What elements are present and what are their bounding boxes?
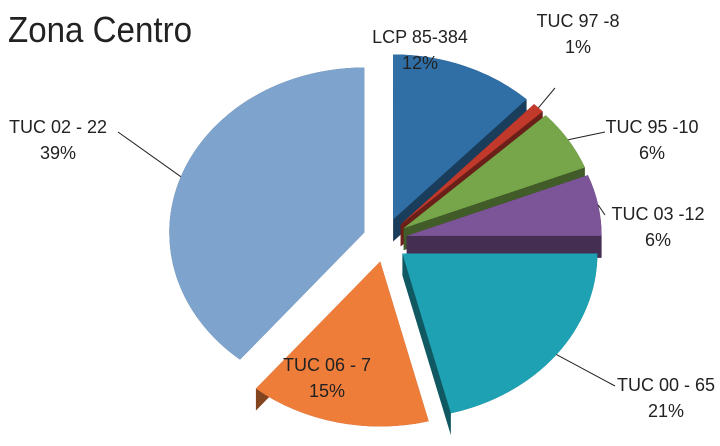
slice-label: TUC 97 -8 <box>536 11 619 31</box>
leader-line <box>597 204 606 216</box>
slice-label: TUC 06 - 7 <box>283 355 371 375</box>
slice <box>393 54 527 220</box>
leader-line <box>556 354 616 387</box>
slice <box>400 104 543 225</box>
slice-value-label: 6% <box>639 143 665 163</box>
leader-line <box>538 87 556 109</box>
slice-label: TUC 02 - 22 <box>9 117 107 137</box>
slice-label: LCP 85-384 <box>372 27 468 47</box>
slice <box>406 175 602 236</box>
slice-value-label: 39% <box>40 143 76 163</box>
slice <box>169 67 365 360</box>
leader-line <box>568 131 606 141</box>
slice-value-label: 1% <box>565 37 591 57</box>
slice <box>402 253 598 414</box>
chart-title: Zona Centro <box>8 11 192 51</box>
slice-value-label: 6% <box>645 230 671 250</box>
slice-value-label: 12% <box>402 53 438 73</box>
slice <box>403 115 585 229</box>
slice <box>255 261 429 427</box>
slice-value-label: 15% <box>309 381 345 401</box>
leader-line <box>117 131 182 178</box>
slice-value-label: 21% <box>648 401 684 421</box>
slice-label: TUC 95 -10 <box>605 117 698 137</box>
slice-label: TUC 00 - 65 <box>617 375 715 395</box>
slice-label: TUC 03 -12 <box>611 204 704 224</box>
